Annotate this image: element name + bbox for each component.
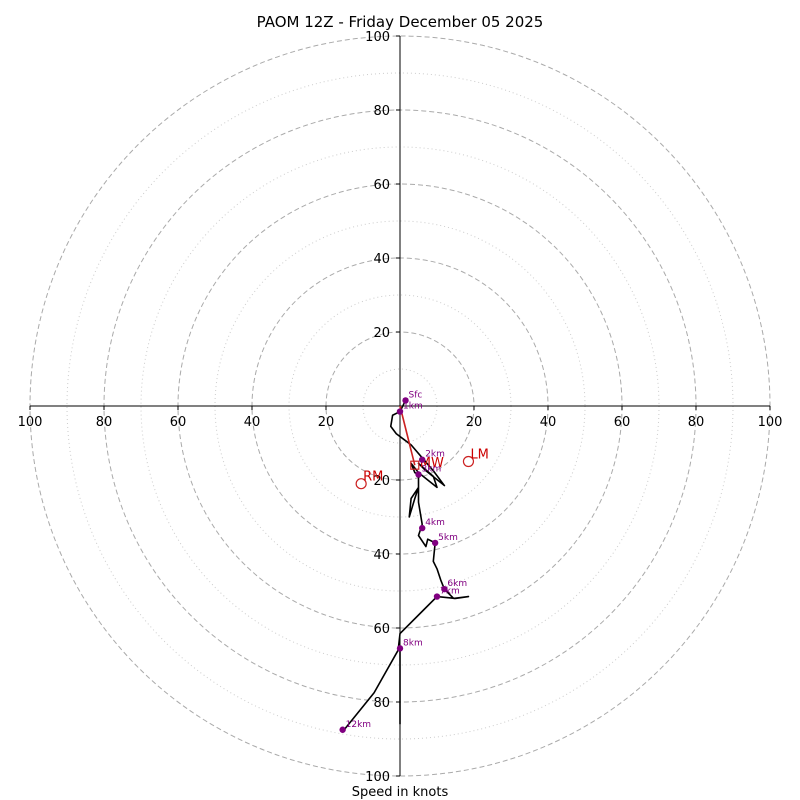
- y-tick-label: 20: [373, 326, 390, 341]
- storm-motion-arrow: [399, 405, 416, 466]
- height-marker-sfc: [402, 397, 409, 404]
- storm-motion-label-mw: MW: [420, 456, 444, 471]
- height-label-5km: 5km: [438, 533, 458, 543]
- y-tick-label: 100: [365, 30, 390, 45]
- y-tick-label: 80: [373, 696, 390, 711]
- height-label-8km: 8km: [403, 638, 423, 648]
- height-marker-6km: [441, 585, 448, 593]
- height-marker-1km: [396, 408, 404, 415]
- x-tick-label: 80: [96, 415, 113, 430]
- height-marker-2km: [419, 456, 426, 463]
- x-tick-label: 80: [688, 415, 705, 430]
- height-label-1km: 1km: [403, 402, 423, 412]
- x-tick-label: 60: [170, 415, 187, 430]
- height-label-4km: 4km: [425, 518, 445, 528]
- x-tick-label: 20: [466, 415, 483, 430]
- height-marker-12km: [339, 726, 346, 733]
- height-label-12km: 12km: [346, 720, 371, 730]
- storm-motion-label-lm: LM: [470, 448, 488, 463]
- y-tick-label: 20: [373, 474, 390, 489]
- height-label-sfc: Sfc: [409, 390, 423, 400]
- y-tick-label: 40: [373, 252, 390, 267]
- height-label-6km: 6km: [447, 579, 467, 589]
- chart-title: PAOM 12Z - Friday December 05 2025: [257, 13, 544, 31]
- storm-motion-label-rm: RM: [363, 470, 383, 485]
- height-marker-3km: [415, 471, 422, 478]
- tick-labels: 100 100 80 80 60 60 40 40 20 20 20 20 40 40 60 60 80 80 10…: [18, 30, 783, 785]
- height-label-2km: 2km: [425, 450, 445, 460]
- x-tick-label: 20: [318, 415, 335, 430]
- wind-trace-line: [342, 400, 470, 733]
- height-marker-5km: [431, 539, 439, 547]
- x-tick-label: 40: [244, 415, 261, 430]
- y-tick-label: 100: [365, 770, 390, 785]
- x-tick-label: 100: [758, 415, 783, 430]
- storm-motion-marker-rm: [355, 478, 367, 490]
- x-tick-label: 60: [614, 415, 631, 430]
- height-label-3km: 3km: [422, 464, 442, 474]
- storm-motion-marker-lm: [462, 455, 475, 468]
- storm-motion-marker-mw: [410, 460, 420, 470]
- wind-traces: [342, 400, 470, 733]
- height-marker-8km: [396, 645, 404, 652]
- x-axis-label: Speed in knots: [352, 785, 449, 800]
- x-tick-label: 40: [540, 415, 557, 430]
- height-label-7km: 7km: [440, 587, 460, 597]
- height-marker-7km: [433, 593, 441, 600]
- y-tick-label: 60: [373, 622, 390, 637]
- y-tick-label: 40: [373, 548, 390, 563]
- storm-motions: RM LM MW: [355, 405, 489, 490]
- height-marker-4km: [419, 524, 426, 532]
- x-tick-label: 100: [18, 415, 43, 430]
- y-tick-label: 80: [373, 104, 390, 119]
- y-tick-label: 60: [373, 178, 390, 193]
